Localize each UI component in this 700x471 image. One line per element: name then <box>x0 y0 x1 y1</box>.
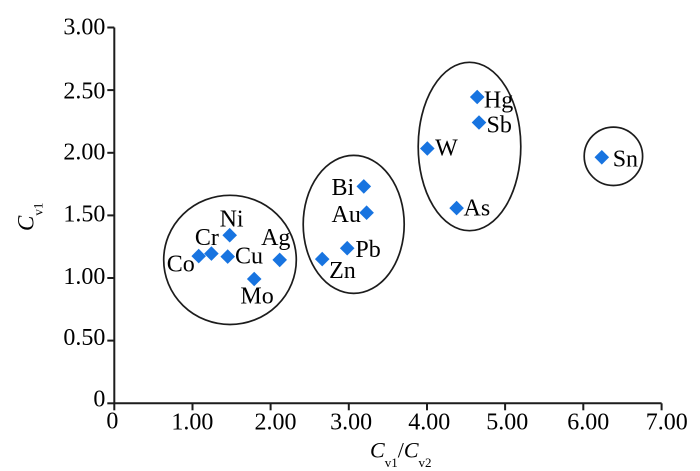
svg-text:Cr: Cr <box>195 225 219 251</box>
svg-text:Mo: Mo <box>240 284 273 310</box>
svg-text:0: 0 <box>106 408 118 434</box>
svg-text:1.00: 1.00 <box>171 409 213 435</box>
svg-text:2.50: 2.50 <box>63 78 105 104</box>
svg-text:Bi: Bi <box>332 175 355 201</box>
svg-text:2.00: 2.00 <box>255 409 297 435</box>
svg-text:Cv1/Cv2: Cv1/Cv2 <box>370 438 432 471</box>
svg-text:0: 0 <box>93 387 105 413</box>
svg-text:2.00: 2.00 <box>63 140 105 166</box>
svg-text:Au: Au <box>332 202 361 228</box>
svg-text:5.00: 5.00 <box>486 409 528 435</box>
svg-text:Hg: Hg <box>484 87 513 113</box>
svg-text:Zn: Zn <box>329 258 356 284</box>
svg-text:Ag: Ag <box>261 225 290 251</box>
svg-text:3.00: 3.00 <box>63 15 105 41</box>
svg-text:Sn: Sn <box>613 147 638 173</box>
svg-text:1.00: 1.00 <box>63 264 105 290</box>
svg-text:6.00: 6.00 <box>567 409 609 435</box>
svg-text:1.50: 1.50 <box>63 202 105 228</box>
svg-text:7.00: 7.00 <box>646 409 688 435</box>
svg-text:Pb: Pb <box>355 237 380 263</box>
svg-text:Ni: Ni <box>220 206 244 232</box>
svg-text:4.00: 4.00 <box>408 409 450 435</box>
svg-text:As: As <box>464 195 491 221</box>
svg-text:Cu: Cu <box>235 243 263 269</box>
svg-text:Sb: Sb <box>487 113 512 139</box>
svg-text:W: W <box>435 135 458 161</box>
svg-text:Cv1: Cv1 <box>13 203 45 231</box>
svg-text:Co: Co <box>167 252 195 278</box>
svg-text:0.50: 0.50 <box>63 325 105 351</box>
svg-text:3.00: 3.00 <box>330 409 372 435</box>
